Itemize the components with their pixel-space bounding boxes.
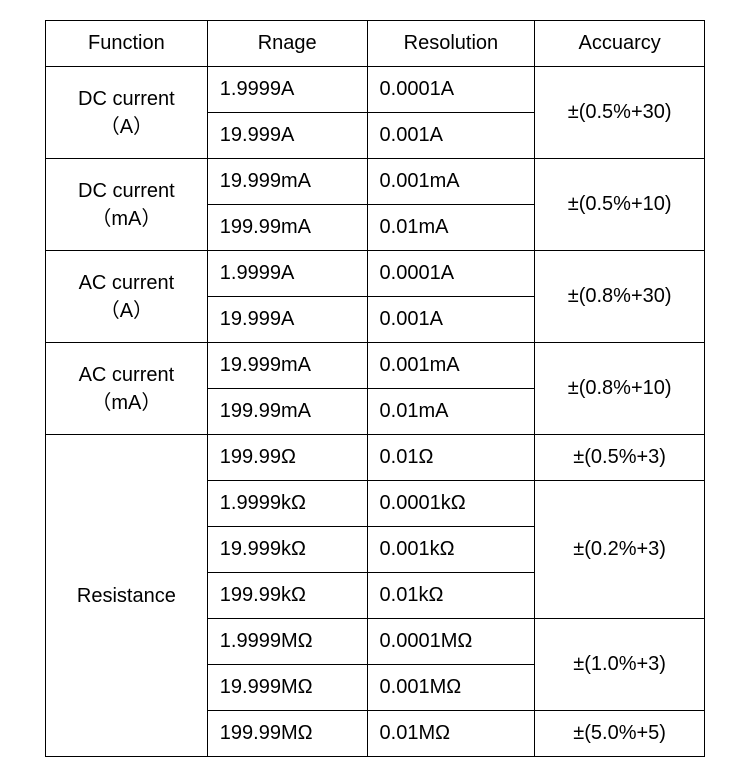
range-cell: 19.999MΩ	[207, 665, 367, 711]
spec-table: Function Rnage Resolution Accuarcy DC cu…	[45, 20, 705, 757]
range-cell: 199.99mA	[207, 205, 367, 251]
range-cell: 19.999A	[207, 113, 367, 159]
range-cell: 199.99MΩ	[207, 711, 367, 757]
range-cell: 1.9999MΩ	[207, 619, 367, 665]
resolution-cell: 0.01mA	[367, 389, 535, 435]
accuracy-cell: ±(1.0%+3)	[535, 619, 705, 711]
accuracy-cell: ±(0.8%+10)	[535, 343, 705, 435]
spec-table-body: DC current（A）1.9999A0.0001A±(0.5%+30)19.…	[46, 67, 705, 757]
function-cell: AC current（mA）	[46, 343, 208, 435]
accuracy-cell: ±(0.2%+3)	[535, 481, 705, 619]
resolution-cell: 0.001MΩ	[367, 665, 535, 711]
function-label-line2: （mA）	[58, 389, 195, 417]
resolution-cell: 0.001kΩ	[367, 527, 535, 573]
accuracy-cell: ±(0.5%+3)	[535, 435, 705, 481]
function-cell: AC current（A）	[46, 251, 208, 343]
range-cell: 19.999mA	[207, 159, 367, 205]
range-cell: 19.999kΩ	[207, 527, 367, 573]
resolution-cell: 0.01Ω	[367, 435, 535, 481]
range-cell: 199.99kΩ	[207, 573, 367, 619]
range-cell: 199.99Ω	[207, 435, 367, 481]
resolution-cell: 0.001A	[367, 297, 535, 343]
resolution-cell: 0.0001A	[367, 67, 535, 113]
table-row: DC current（mA）19.999mA0.001mA±(0.5%+10)	[46, 159, 705, 205]
function-label-line1: AC current	[58, 361, 195, 389]
header-resolution: Resolution	[367, 21, 535, 67]
resolution-cell: 0.01kΩ	[367, 573, 535, 619]
range-cell: 19.999mA	[207, 343, 367, 389]
header-range: Rnage	[207, 21, 367, 67]
function-cell: DC current（mA）	[46, 159, 208, 251]
range-cell: 19.999A	[207, 297, 367, 343]
function-label-line1: DC current	[58, 85, 195, 113]
resolution-cell: 0.001A	[367, 113, 535, 159]
function-label-line1: Resistance	[58, 582, 195, 610]
resolution-cell: 0.001mA	[367, 343, 535, 389]
resolution-cell: 0.0001kΩ	[367, 481, 535, 527]
function-label-line2: （mA）	[58, 205, 195, 233]
header-accuracy: Accuarcy	[535, 21, 705, 67]
table-row: DC current（A）1.9999A0.0001A±(0.5%+30)	[46, 67, 705, 113]
range-cell: 1.9999A	[207, 67, 367, 113]
accuracy-cell: ±(0.5%+30)	[535, 67, 705, 159]
accuracy-cell: ±(0.5%+10)	[535, 159, 705, 251]
table-row: AC current（A）1.9999A0.0001A±(0.8%+30)	[46, 251, 705, 297]
function-label-line2: （A）	[58, 297, 195, 325]
resolution-cell: 0.0001A	[367, 251, 535, 297]
resolution-cell: 0.01mA	[367, 205, 535, 251]
header-function: Function	[46, 21, 208, 67]
function-label-line2: （A）	[58, 113, 195, 141]
function-label-line1: AC current	[58, 269, 195, 297]
header-row: Function Rnage Resolution Accuarcy	[46, 21, 705, 67]
table-row: AC current（mA）19.999mA0.001mA±(0.8%+10)	[46, 343, 705, 389]
range-cell: 199.99mA	[207, 389, 367, 435]
accuracy-cell: ±(0.8%+30)	[535, 251, 705, 343]
table-row: Resistance199.99Ω0.01Ω±(0.5%+3)	[46, 435, 705, 481]
resolution-cell: 0.0001MΩ	[367, 619, 535, 665]
function-cell: Resistance	[46, 435, 208, 757]
function-label-line1: DC current	[58, 177, 195, 205]
resolution-cell: 0.001mA	[367, 159, 535, 205]
resolution-cell: 0.01MΩ	[367, 711, 535, 757]
range-cell: 1.9999A	[207, 251, 367, 297]
function-cell: DC current（A）	[46, 67, 208, 159]
accuracy-cell: ±(5.0%+5)	[535, 711, 705, 757]
range-cell: 1.9999kΩ	[207, 481, 367, 527]
